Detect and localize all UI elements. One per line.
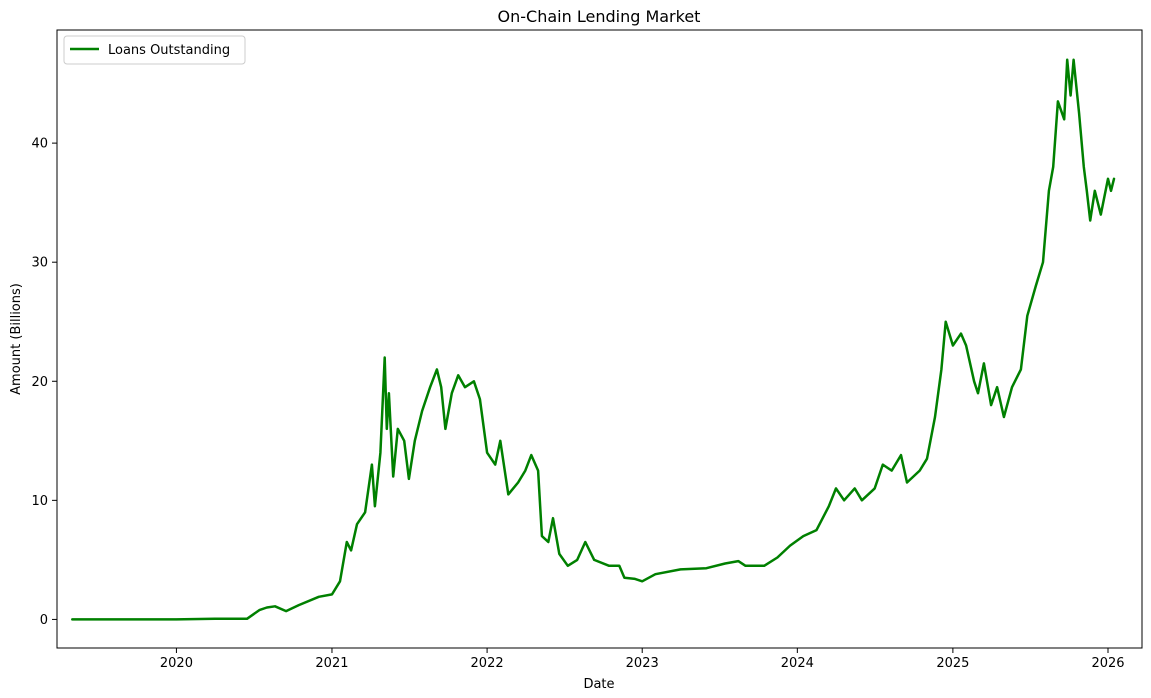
x-tick-label: 2023: [626, 656, 659, 671]
legend: Loans Outstanding: [63, 35, 246, 65]
y-tick-label: 30: [31, 256, 48, 271]
y-axis-label: Amount (Billions): [9, 283, 24, 395]
legend-box: [63, 35, 246, 65]
y-tick-label: 10: [31, 494, 48, 509]
x-tick-label: 2026: [1091, 656, 1124, 671]
plot-area: [71, 58, 1116, 621]
x-tick-label: 2022: [471, 656, 504, 671]
plot-frame: [56, 29, 1143, 649]
y-tick-label: 20: [31, 375, 48, 390]
legend-label: Loans Outstanding: [108, 43, 230, 58]
chart-title: On-Chain Lending Market: [498, 7, 701, 26]
x-axis: 2020 2021 2022 2023 2024 2025 2026: [160, 648, 1125, 671]
x-tick-label: 2020: [160, 656, 193, 671]
x-tick-label: 2021: [315, 656, 348, 671]
x-tick-label: 2024: [781, 656, 814, 671]
y-axis: 0 10 20 30 40: [31, 137, 57, 628]
series-line-0: [71, 58, 1116, 621]
y-tick-label: 40: [31, 137, 48, 152]
x-tick-label: 2025: [936, 656, 969, 671]
y-tick-label: 0: [40, 613, 48, 628]
x-axis-label: Date: [583, 677, 614, 692]
